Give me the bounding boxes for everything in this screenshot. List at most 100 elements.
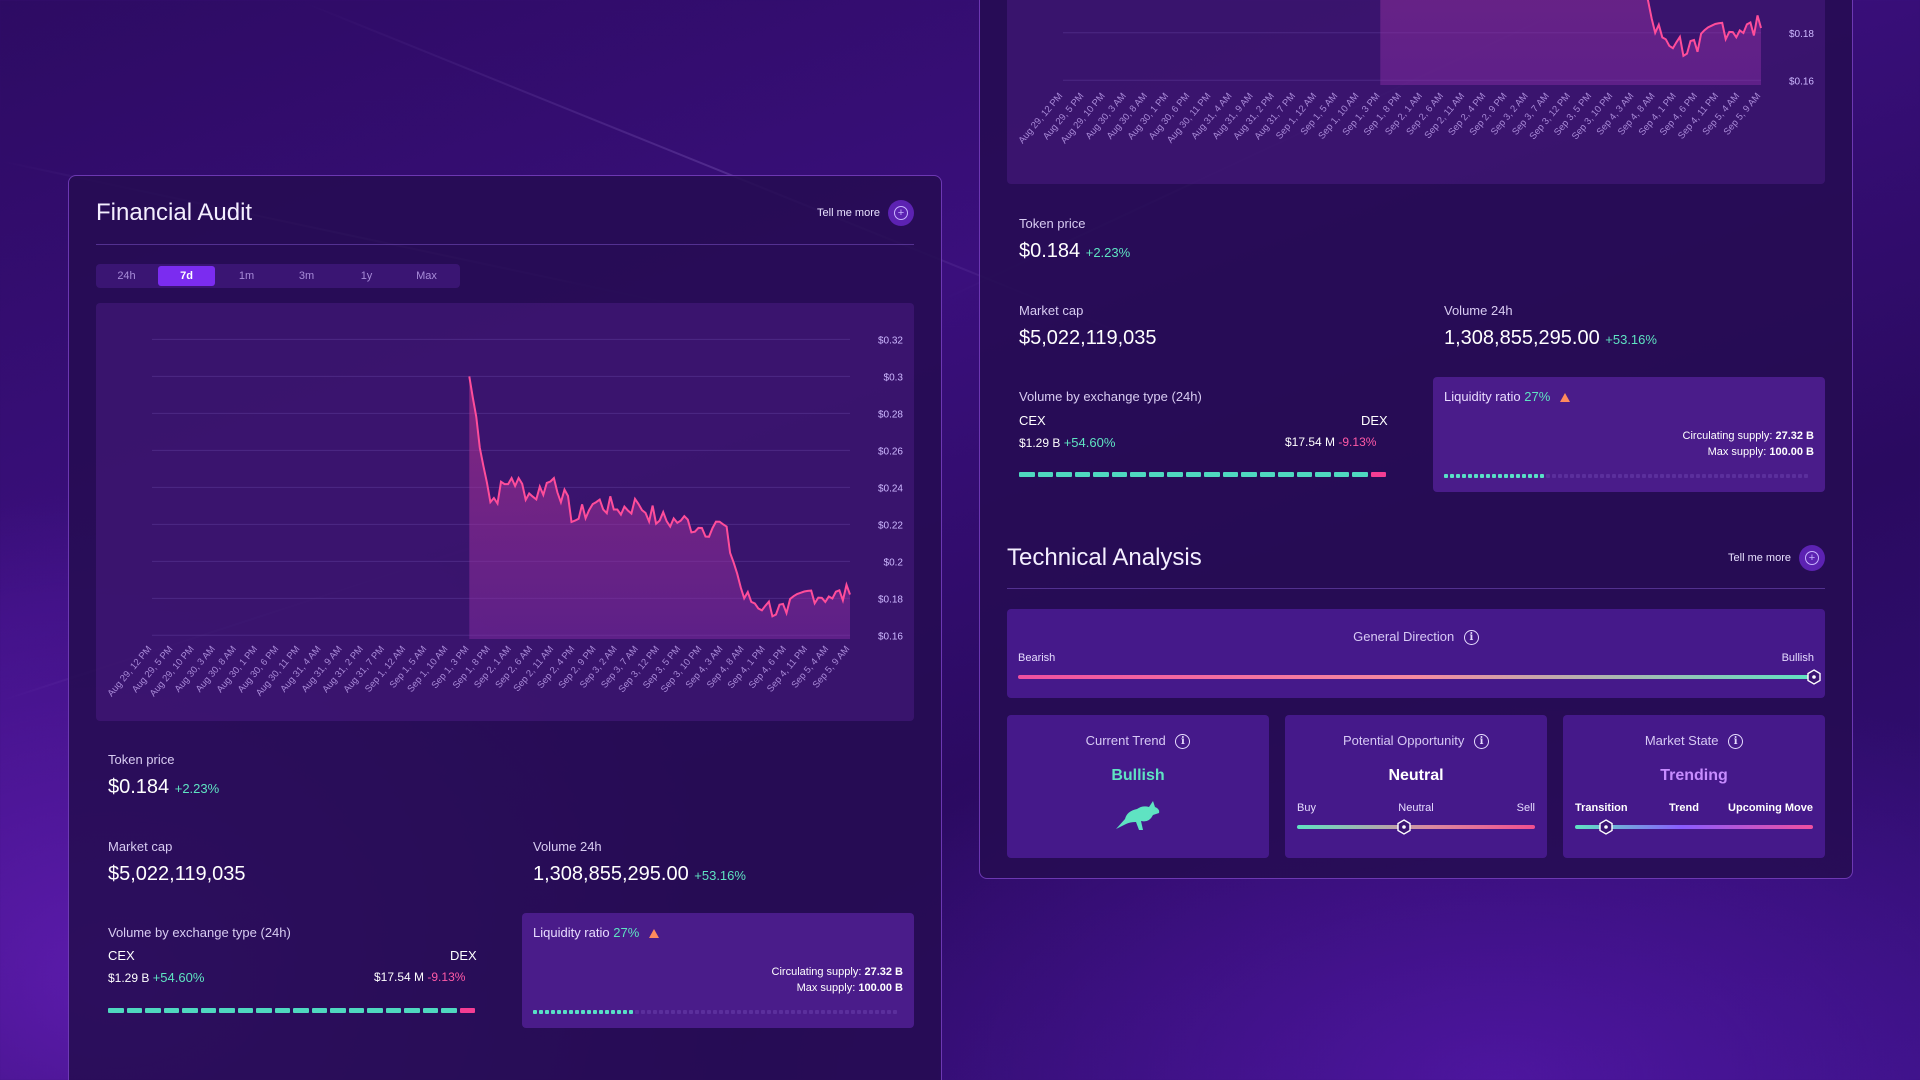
liquidity-dot <box>1624 474 1628 478</box>
token-price-change: +2.23% <box>1085 245 1131 260</box>
liquidity-dot <box>1660 474 1664 478</box>
cex-value: $1.29 B +54.60% <box>1019 435 1115 450</box>
info-icon[interactable]: i <box>1175 734 1191 750</box>
liquidity-label: Liquidity ratio 27% <box>533 925 659 940</box>
dex-label: DEX <box>450 948 477 963</box>
liquidity-dot <box>1564 474 1568 478</box>
divider <box>1007 588 1825 589</box>
liquidity-dot <box>1798 474 1802 478</box>
liquidity-dot <box>785 1010 789 1014</box>
y-tick-label: $0.26 <box>878 446 903 457</box>
divider <box>96 244 914 245</box>
liquidity-dot <box>623 1010 627 1014</box>
info-icon[interactable]: i <box>1474 734 1490 750</box>
liquidity-dot <box>1786 474 1790 478</box>
opportunity-knob[interactable] <box>1396 819 1412 835</box>
liquidity-dot <box>1582 474 1586 478</box>
liquidity-dot <box>671 1010 675 1014</box>
bar-segment <box>330 1008 346 1013</box>
volume-value: 1,308,855,295.00 +53.16% <box>1444 327 1657 350</box>
liquidity-dot <box>797 1010 801 1014</box>
liquidity-dot <box>653 1010 657 1014</box>
max-supply: Max supply: 100.00 B <box>797 982 903 994</box>
tab-1m[interactable]: 1m <box>238 270 255 282</box>
opportunity-value: Neutral <box>1388 767 1444 784</box>
dex-value: $17.54 M -9.13% <box>1285 435 1376 449</box>
tab-7d[interactable]: 7d <box>158 266 215 286</box>
token-price-amount: $0.184 <box>1019 240 1081 262</box>
liquidity-dot <box>581 1010 585 1014</box>
liquidity-dot <box>647 1010 651 1014</box>
tell-me-more-button[interactable]: Tell me more + <box>817 200 914 226</box>
card-title: Financial Audit <box>96 199 253 226</box>
liquidity-bar <box>1444 474 1808 479</box>
liquidity-dot <box>689 1010 693 1014</box>
market-cap-value: $5,022,119,035 <box>108 863 246 885</box>
cex-label: CEX <box>108 948 135 963</box>
liquidity-dot <box>599 1010 603 1014</box>
token-price-value: $0.184 +2.23% <box>1019 240 1130 263</box>
liquidity-dot <box>1762 474 1766 478</box>
liquidity-dot <box>821 1010 825 1014</box>
liquidity-dot <box>1684 474 1688 478</box>
bar-segment <box>1148 472 1164 477</box>
circulating-supply: Circulating supply: 27.32 B <box>1683 430 1814 442</box>
bar-segment <box>274 1008 290 1013</box>
dex-amount: $17.54 M <box>374 970 425 984</box>
liquidity-dot <box>1504 474 1508 478</box>
y-tick-label: $0.16 <box>878 631 903 642</box>
bar-segment <box>126 1008 142 1013</box>
liquidity-dot <box>1528 474 1532 478</box>
info-icon[interactable]: i <box>1463 630 1479 646</box>
liquidity-dot <box>1480 474 1484 478</box>
liquidity-dot <box>1630 474 1634 478</box>
tab-1y[interactable]: 1y <box>360 270 373 282</box>
circulating-label: Circulating supply: <box>771 966 862 978</box>
liquidity-dot <box>1666 474 1670 478</box>
token-price-value: $0.184 +2.23% <box>108 776 219 799</box>
section-title: Technical Analysis <box>1007 544 1202 571</box>
liquidity-dot <box>617 1010 621 1014</box>
market-state-value: Trending <box>1660 767 1728 784</box>
warning-icon <box>648 929 659 939</box>
volume-change: +53.16% <box>694 868 746 883</box>
warning-icon <box>1559 393 1570 403</box>
direction-knob[interactable] <box>1806 669 1822 685</box>
price-area <box>1380 0 1761 85</box>
liquidity-dot <box>833 1010 837 1014</box>
liquidity-dot <box>1726 474 1730 478</box>
upcoming-move-label: Upcoming Move <box>1728 802 1813 814</box>
plus-circle-icon: + <box>888 200 914 226</box>
bar-segment <box>441 1008 457 1013</box>
token-price-amount: $0.184 <box>108 776 170 798</box>
tab-max[interactable]: Max <box>416 270 437 282</box>
liquidity-dot <box>1702 474 1706 478</box>
bar-segment <box>1278 472 1294 477</box>
tell-me-more-label: Tell me more <box>817 207 880 219</box>
bar-segment <box>422 1008 438 1013</box>
liquidity-dot <box>1522 474 1526 478</box>
liquidity-dot <box>713 1010 717 1014</box>
sell-label: Sell <box>1516 802 1535 814</box>
liquidity-dot <box>731 1010 735 1014</box>
liquidity-dot <box>1510 474 1514 478</box>
liquidity-label: Liquidity ratio 27% <box>1444 389 1570 404</box>
liquidity-dot <box>1546 474 1550 478</box>
liquidity-dot <box>1552 474 1556 478</box>
liquidity-dot <box>593 1010 597 1014</box>
tab-24h[interactable]: 24h <box>117 270 136 282</box>
info-icon[interactable]: i <box>1728 734 1744 750</box>
current-trend-heading: Current Trend i <box>1007 733 1269 750</box>
market-state-knob[interactable] <box>1598 819 1614 835</box>
liquidity-dot <box>809 1010 813 1014</box>
liquidity-dot <box>659 1010 663 1014</box>
tell-me-more-button[interactable]: Tell me more + <box>1728 545 1825 571</box>
liquidity-dot <box>1744 474 1748 478</box>
max-supply-label: Max supply: <box>1707 446 1767 458</box>
dex-label: DEX <box>1361 413 1388 428</box>
price-chart: $0.32 $0.3 $0.28 $0.26 $0.24 $0.22 $0.2 $0.18 $0… <box>96 303 914 721</box>
bar-segment <box>1296 472 1312 477</box>
liquidity-dot <box>701 1010 705 1014</box>
tab-3m[interactable]: 3m <box>298 270 315 282</box>
